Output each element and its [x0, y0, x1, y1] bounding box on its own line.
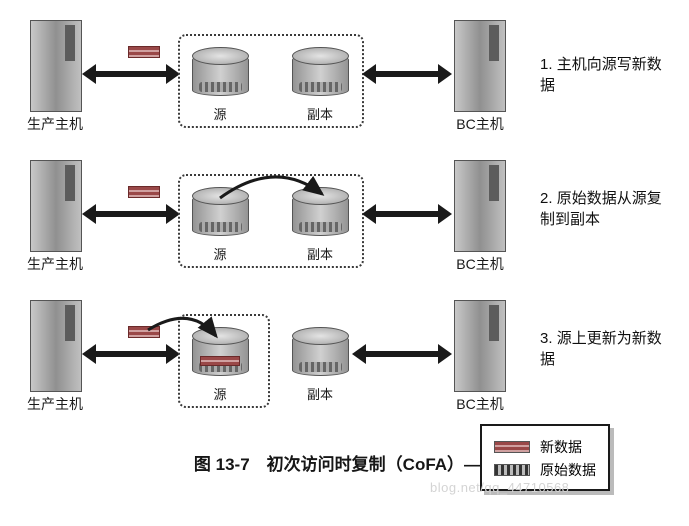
legend-new-data: 新数据: [494, 437, 596, 457]
replica-disk-icon: [292, 334, 349, 376]
arrow-right: [352, 344, 452, 364]
arrow-right: [362, 64, 452, 84]
legend-new-label: 新数据: [540, 437, 582, 457]
source-disk-icon: [192, 54, 249, 96]
replica-disk-icon: [292, 194, 349, 236]
step-number: 1.: [540, 56, 553, 73]
step-text: 源上更新为新数据: [540, 330, 662, 368]
step-text: 主机向源写新数据: [540, 56, 662, 94]
arrow-left: [82, 204, 180, 224]
step-number: 2.: [540, 190, 553, 207]
replica-disk-icon: [292, 54, 349, 96]
legend-new-swatch: [494, 441, 530, 453]
cofa-diagram: 生产主机 源 副本 BC主机 1. 主机向源写新数据 生产主机 源: [10, 10, 679, 430]
diagram-row-3: 生产主机 源 副本 BC主机 3. 源上更新为新数据: [10, 290, 679, 430]
legend-box: 新数据 原始数据: [480, 424, 610, 491]
source-disk-label: 源: [190, 104, 250, 123]
source-disk-icon: [192, 194, 249, 236]
diagram-row-1: 生产主机 源 副本 BC主机 1. 主机向源写新数据: [10, 10, 679, 150]
arrow-left: [82, 344, 180, 364]
bc-host-icon: [454, 20, 506, 112]
production-host-icon: [30, 300, 82, 392]
source-disk-label: 源: [190, 244, 250, 263]
new-data-icon: [128, 186, 160, 198]
source-disk-icon: [192, 334, 249, 376]
legend-old-swatch: [494, 464, 530, 476]
step-number: 3.: [540, 330, 553, 347]
new-data-icon: [128, 326, 160, 338]
production-host-label: 生产主机: [15, 254, 95, 274]
bc-host-label: BC主机: [440, 254, 520, 274]
bc-host-label: BC主机: [440, 394, 520, 414]
arrow-right: [362, 204, 452, 224]
replica-disk-label: 副本: [290, 384, 350, 403]
source-new-data-overlay: [200, 356, 240, 366]
diagram-row-2: 生产主机 源 副本 BC主机 2. 原始数据从源复制到副本: [10, 150, 679, 290]
bc-host-label: BC主机: [440, 114, 520, 134]
legend-old-label: 原始数据: [540, 460, 596, 480]
legend-old-data: 原始数据: [494, 460, 596, 480]
step-description-2: 2. 原始数据从源复制到副本: [540, 188, 675, 230]
replica-disk-label: 副本: [290, 104, 350, 123]
production-host-label: 生产主机: [15, 114, 95, 134]
source-disk-label: 源: [190, 384, 250, 403]
production-host-icon: [30, 160, 82, 252]
new-data-icon: [128, 46, 160, 58]
production-host-label: 生产主机: [15, 394, 95, 414]
step-description-1: 1. 主机向源写新数据: [540, 54, 675, 96]
step-text: 原始数据从源复制到副本: [540, 190, 662, 228]
bc-host-icon: [454, 160, 506, 252]
arrow-left: [82, 64, 180, 84]
replica-disk-label: 副本: [290, 244, 350, 263]
bc-host-icon: [454, 300, 506, 392]
production-host-icon: [30, 20, 82, 112]
step-description-3: 3. 源上更新为新数据: [540, 328, 675, 370]
